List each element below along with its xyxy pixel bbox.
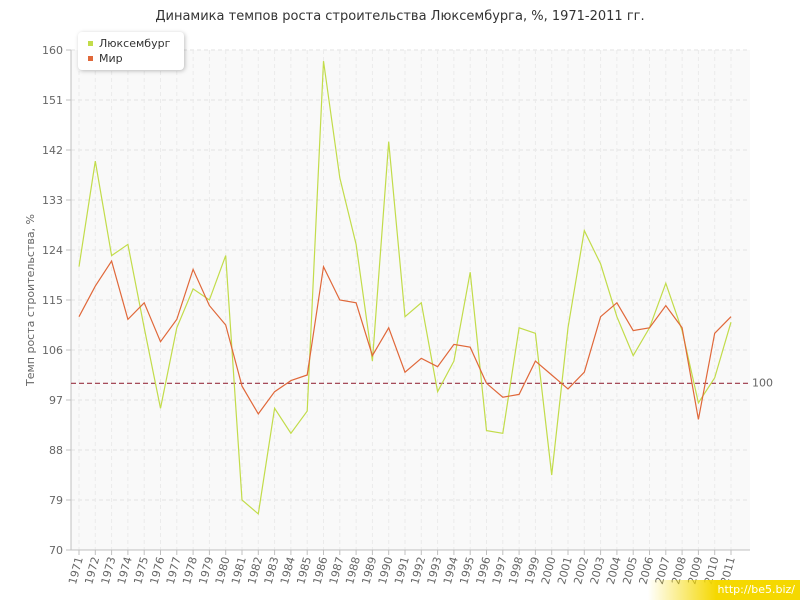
grid-lines	[71, 49, 750, 550]
legend-label-world: Мир	[99, 52, 123, 65]
y-tick-label: 70	[49, 544, 63, 557]
y-tick-label: 124	[42, 244, 63, 257]
y-tick-label: 142	[42, 144, 63, 157]
y-tick-label: 151	[42, 94, 63, 107]
legend-item-world[interactable]: Мир	[88, 52, 123, 66]
y-tick-label: 88	[49, 444, 63, 457]
legend-swatch-world	[88, 55, 93, 61]
legend: Люксембург Мир	[78, 32, 184, 70]
y-tick-label: 133	[42, 194, 63, 207]
y-axis-title: Темп роста строительства, %	[24, 214, 37, 387]
y-tick-label: 97	[49, 394, 63, 407]
y-tick-label: 79	[49, 494, 63, 507]
chart-title: Динамика темпов роста строительства Люкс…	[155, 9, 645, 24]
reference-line-label: 100	[752, 376, 773, 389]
legend-item-luxembourg[interactable]: Люксембург	[88, 37, 170, 51]
series-line-world[interactable]	[78, 259, 732, 420]
series-line-luxembourg[interactable]	[78, 61, 732, 516]
watermark-link[interactable]: http://be5.biz/	[647, 580, 800, 600]
series-lines	[78, 61, 732, 516]
legend-swatch-luxembourg	[88, 40, 93, 46]
y-axis-ticks: 70 79 88 97 106 115 124 133 142 151 160	[42, 44, 71, 557]
y-tick-label: 160	[42, 44, 63, 57]
legend-label-luxembourg: Люксембург	[99, 37, 171, 50]
y-tick-label: 115	[42, 294, 63, 307]
y-tick-label: 106	[42, 344, 63, 357]
x-axis-ticks: 1971197219731974197519761977197819791980…	[66, 550, 738, 586]
